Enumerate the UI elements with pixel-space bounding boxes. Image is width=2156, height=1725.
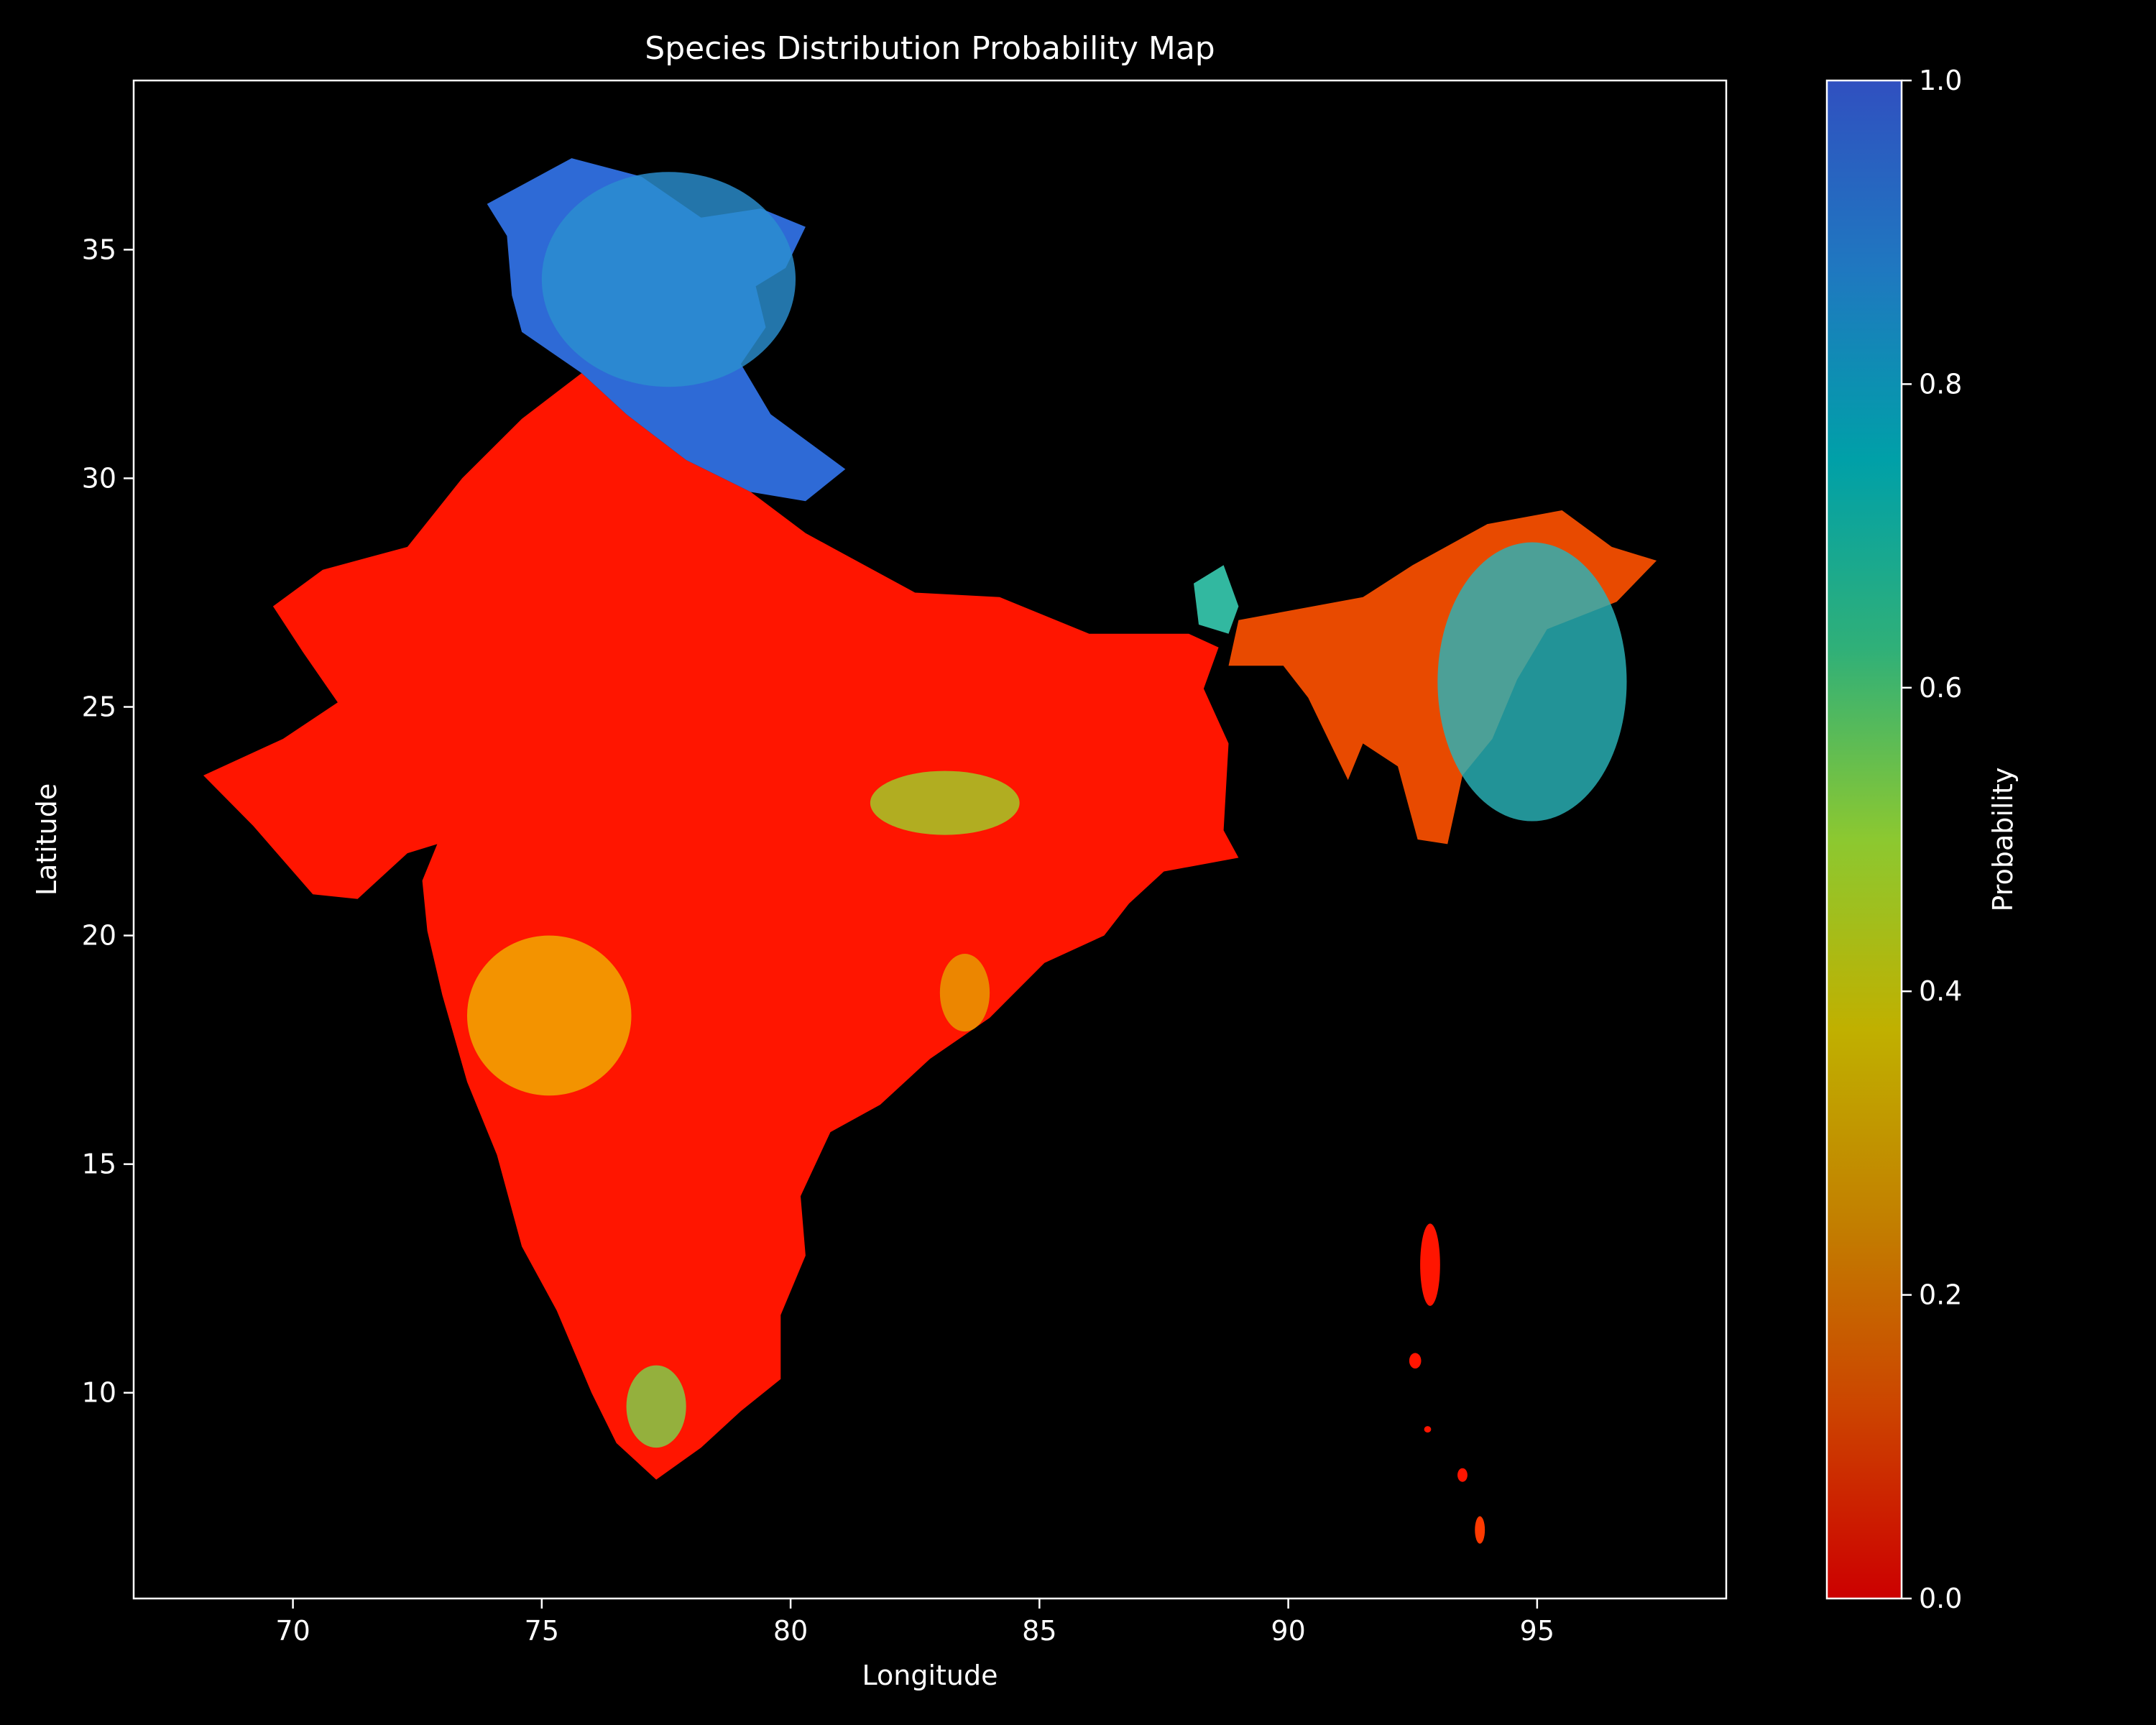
x-axis-ticks: 70 75 80 85 90 95 bbox=[275, 1598, 1554, 1647]
y-tick-label: 25 bbox=[82, 691, 116, 723]
probability-patch bbox=[870, 770, 1020, 835]
plot-frame bbox=[132, 79, 1728, 1600]
x-tick-label: 80 bbox=[773, 1615, 808, 1647]
x-axis-label: Longitude bbox=[862, 1660, 998, 1691]
probability-patch bbox=[939, 954, 990, 1032]
probability-patch bbox=[1437, 542, 1627, 822]
colorbar-label: Probability bbox=[1987, 768, 2019, 912]
x-tick-label: 85 bbox=[1022, 1615, 1056, 1647]
x-tick-label: 70 bbox=[275, 1615, 310, 1647]
colorbar-ticks: 0.0 0.2 0.4 0.6 0.8 1.0 bbox=[1902, 65, 1962, 1614]
y-tick-label: 30 bbox=[82, 462, 116, 494]
y-axis-ticks: 10 15 20 25 30 35 bbox=[82, 234, 134, 1409]
colorbar-tick-label: 0.0 bbox=[1919, 1583, 1962, 1614]
y-tick-label: 10 bbox=[82, 1377, 116, 1409]
colorbar bbox=[1825, 79, 1903, 1600]
y-axis-label: Latitude bbox=[31, 783, 63, 896]
island-great-nicobar bbox=[1475, 1516, 1485, 1544]
island-little-andaman bbox=[1409, 1353, 1422, 1369]
colorbar-tick-label: 0.6 bbox=[1919, 672, 1962, 704]
x-tick-label: 75 bbox=[525, 1615, 559, 1647]
y-tick-label: 15 bbox=[82, 1149, 116, 1180]
island-andaman bbox=[1420, 1223, 1440, 1306]
island-car-nicobar bbox=[1424, 1426, 1432, 1433]
x-tick-label: 95 bbox=[1520, 1615, 1554, 1647]
island-nicobar-a bbox=[1457, 1468, 1468, 1482]
region-eastern-sub-himalaya bbox=[1194, 565, 1239, 634]
colorbar-tick-label: 1.0 bbox=[1919, 65, 1962, 96]
colorbar-tick-label: 0.8 bbox=[1919, 368, 1962, 400]
probability-patch bbox=[466, 935, 632, 1096]
probability-patch bbox=[541, 172, 796, 387]
map-layer bbox=[203, 158, 1657, 1544]
colorbar-tick-label: 0.4 bbox=[1919, 975, 1962, 1007]
y-tick-label: 35 bbox=[82, 234, 116, 265]
colorbar-tick-label: 0.2 bbox=[1919, 1279, 1962, 1311]
y-tick-label: 20 bbox=[82, 920, 116, 952]
probability-patch bbox=[626, 1365, 686, 1448]
region-mainland bbox=[203, 373, 1239, 1480]
chart-title: Species Distribution Probability Map bbox=[645, 30, 1215, 67]
x-tick-label: 90 bbox=[1271, 1615, 1305, 1647]
